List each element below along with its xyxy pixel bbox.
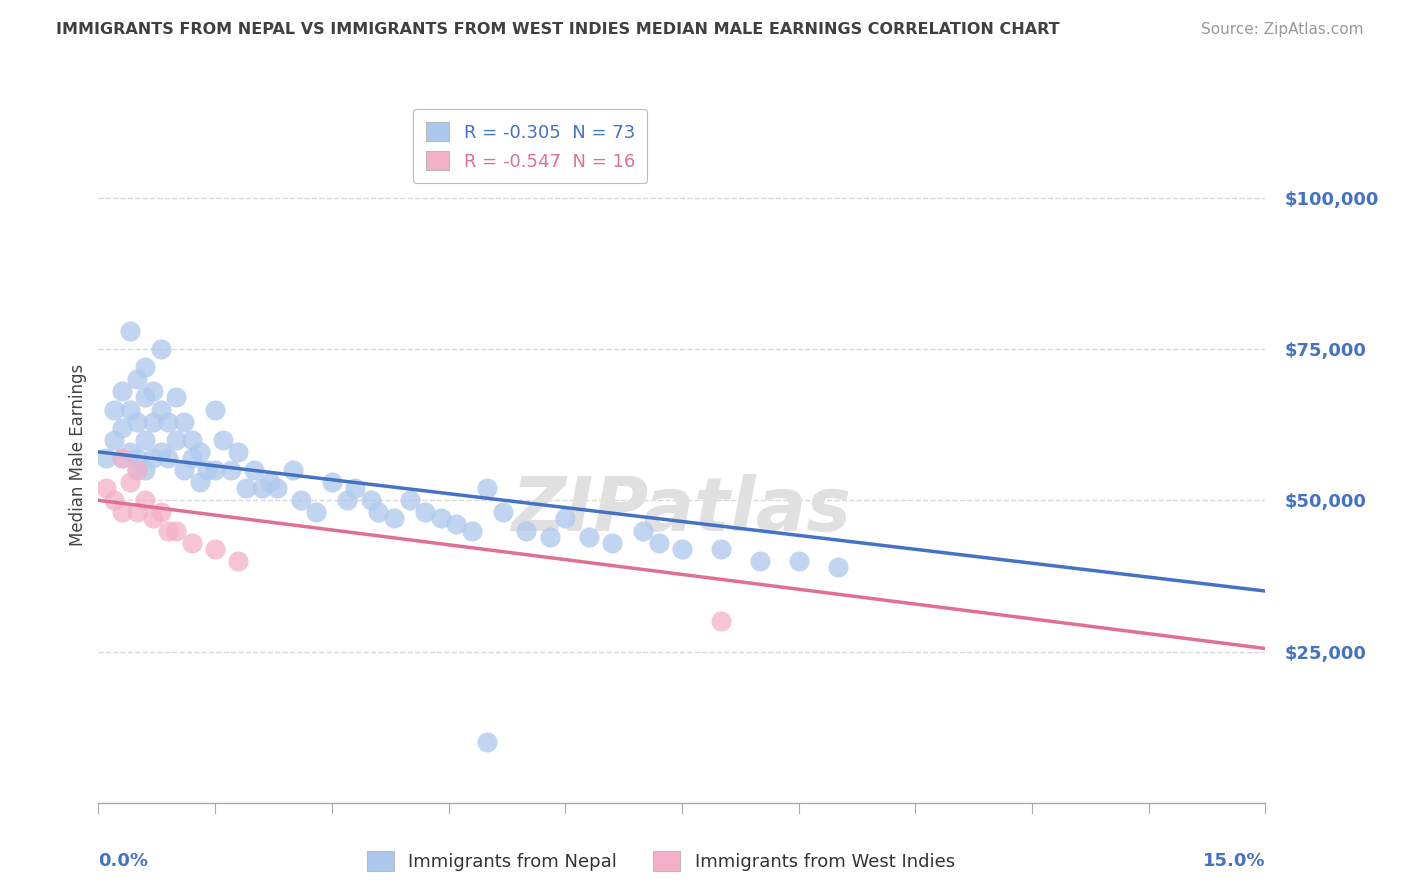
Point [477,481,499,495]
Point [228,445,250,459]
Point [111,384,134,399]
Point [127,505,149,519]
Point [446,517,468,532]
Point [204,463,226,477]
Point [127,450,149,465]
Point [461,524,484,538]
Point [429,511,451,525]
Point [142,511,165,525]
Point [235,481,257,495]
Point [134,463,156,477]
Point [118,324,141,338]
Point [134,391,156,405]
Point [344,481,367,495]
Text: Source: ZipAtlas.com: Source: ZipAtlas.com [1201,22,1364,37]
Point [367,505,389,519]
Point [212,433,235,447]
Point [336,493,359,508]
Point [149,402,172,417]
Point [127,415,149,429]
Point [118,445,141,459]
Point [180,450,202,465]
Point [204,541,226,556]
Point [157,450,180,465]
Point [118,402,141,417]
Point [111,505,134,519]
Point [180,535,202,549]
Text: 0.0%: 0.0% [98,852,149,870]
Point [710,541,733,556]
Point [127,372,149,386]
Point [787,554,810,568]
Point [398,493,420,508]
Text: IMMIGRANTS FROM NEPAL VS IMMIGRANTS FROM WEST INDIES MEDIAN MALE EARNINGS CORREL: IMMIGRANTS FROM NEPAL VS IMMIGRANTS FROM… [56,22,1060,37]
Point [173,463,195,477]
Point [188,475,211,490]
Point [321,475,343,490]
Point [96,450,118,465]
Point [250,481,273,495]
Point [149,445,172,459]
Point [142,384,165,399]
Point [827,559,849,574]
Point [243,463,266,477]
Point [180,433,202,447]
Point [631,524,654,538]
Point [515,524,537,538]
Point [111,450,134,465]
Point [127,463,149,477]
Point [290,493,312,508]
Point [477,735,499,749]
Point [578,530,600,544]
Text: 15.0%: 15.0% [1204,852,1265,870]
Point [149,505,172,519]
Point [142,450,165,465]
Point [165,391,187,405]
Point [538,530,561,544]
Point [134,433,156,447]
Point [305,505,328,519]
Point [492,505,515,519]
Point [118,475,141,490]
Point [710,615,733,629]
Point [111,450,134,465]
Point [165,524,187,538]
Point [266,481,288,495]
Point [103,493,125,508]
Point [382,511,405,525]
Point [360,493,382,508]
Point [228,554,250,568]
Point [647,535,669,549]
Point [165,433,187,447]
Point [149,342,172,356]
Point [195,463,218,477]
Point [600,535,623,549]
Point [259,475,281,490]
Legend: R = -0.305  N = 73, R = -0.547  N = 16: R = -0.305 N = 73, R = -0.547 N = 16 [413,109,647,183]
Point [204,402,226,417]
Point [127,463,149,477]
Point [103,433,125,447]
Point [671,541,693,556]
Point [96,481,118,495]
Point [157,415,180,429]
Point [134,360,156,375]
Point [281,463,304,477]
Point [173,415,195,429]
Point [157,524,180,538]
Point [103,402,125,417]
Point [413,505,436,519]
Point [554,511,576,525]
Point [219,463,242,477]
Point [142,415,165,429]
Y-axis label: Median Male Earnings: Median Male Earnings [69,364,87,546]
Point [188,445,211,459]
Text: ZIPatlas: ZIPatlas [512,474,852,547]
Point [134,493,156,508]
Point [748,554,770,568]
Legend: Immigrants from Nepal, Immigrants from West Indies: Immigrants from Nepal, Immigrants from W… [360,844,962,879]
Point [111,420,134,434]
